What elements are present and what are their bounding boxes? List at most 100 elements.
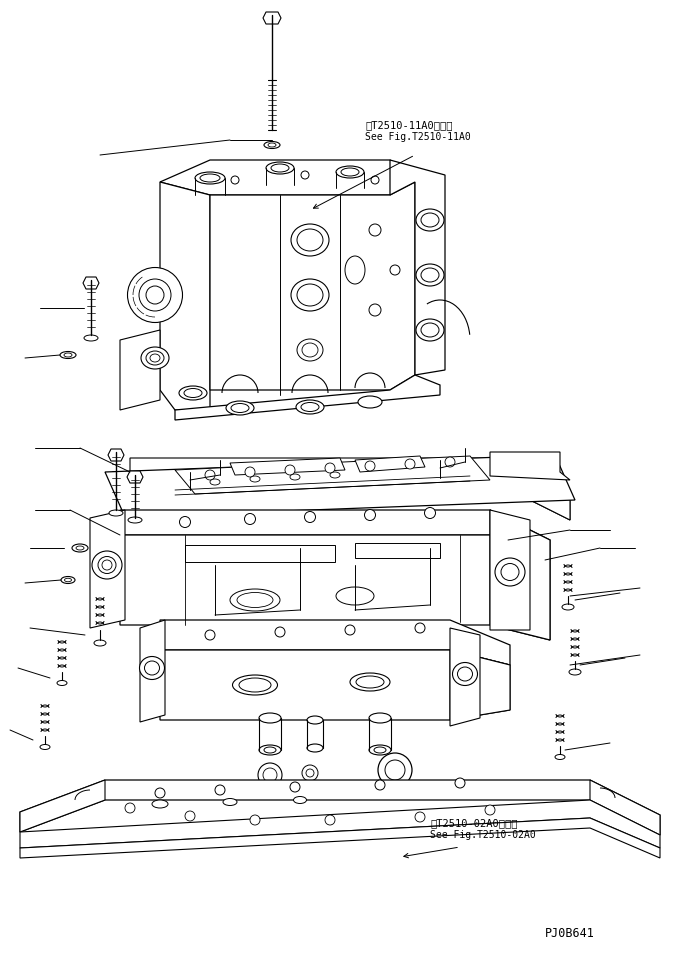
Ellipse shape — [84, 335, 98, 341]
Circle shape — [378, 753, 412, 787]
Ellipse shape — [297, 339, 323, 361]
Polygon shape — [108, 449, 124, 461]
Ellipse shape — [139, 656, 164, 679]
Polygon shape — [490, 458, 570, 520]
Ellipse shape — [297, 229, 323, 251]
Ellipse shape — [152, 800, 168, 808]
Ellipse shape — [356, 676, 384, 688]
Ellipse shape — [232, 675, 278, 695]
Circle shape — [390, 265, 400, 275]
Ellipse shape — [291, 279, 329, 311]
Ellipse shape — [290, 474, 300, 480]
Circle shape — [325, 463, 335, 473]
Circle shape — [365, 510, 376, 520]
Ellipse shape — [369, 745, 391, 755]
Circle shape — [415, 623, 425, 633]
Ellipse shape — [421, 323, 439, 337]
Circle shape — [290, 782, 300, 792]
Ellipse shape — [65, 579, 72, 582]
Circle shape — [415, 812, 425, 822]
Ellipse shape — [146, 286, 164, 304]
Ellipse shape — [341, 168, 359, 176]
Polygon shape — [450, 650, 510, 720]
Ellipse shape — [421, 213, 439, 227]
Circle shape — [180, 516, 191, 528]
Ellipse shape — [301, 402, 319, 412]
Ellipse shape — [369, 713, 391, 723]
Ellipse shape — [350, 673, 390, 691]
Ellipse shape — [150, 354, 160, 362]
Circle shape — [425, 508, 436, 518]
Circle shape — [185, 811, 195, 821]
Ellipse shape — [297, 284, 323, 306]
Circle shape — [301, 171, 309, 179]
Polygon shape — [390, 160, 445, 375]
Circle shape — [371, 176, 379, 184]
Polygon shape — [355, 543, 440, 558]
Ellipse shape — [569, 669, 581, 675]
Ellipse shape — [374, 747, 386, 753]
Polygon shape — [120, 330, 160, 410]
Ellipse shape — [210, 479, 220, 485]
Ellipse shape — [307, 716, 323, 724]
Polygon shape — [20, 818, 660, 858]
Polygon shape — [490, 510, 530, 630]
Circle shape — [405, 459, 415, 469]
Ellipse shape — [92, 551, 122, 579]
Circle shape — [205, 470, 215, 480]
Ellipse shape — [291, 224, 329, 256]
Circle shape — [369, 224, 381, 236]
Ellipse shape — [330, 472, 340, 478]
Polygon shape — [90, 510, 125, 628]
Ellipse shape — [61, 577, 75, 583]
Ellipse shape — [102, 560, 112, 570]
Ellipse shape — [421, 268, 439, 282]
Ellipse shape — [259, 713, 281, 723]
Circle shape — [155, 788, 165, 798]
Polygon shape — [490, 510, 550, 640]
Polygon shape — [160, 182, 210, 410]
Ellipse shape — [237, 592, 273, 607]
Circle shape — [369, 304, 381, 316]
Polygon shape — [160, 620, 510, 665]
Ellipse shape — [145, 661, 159, 675]
Text: 第T2510-11A0図参照: 第T2510-11A0図参照 — [365, 120, 452, 130]
Ellipse shape — [184, 389, 202, 398]
Ellipse shape — [231, 403, 249, 413]
Ellipse shape — [60, 352, 76, 358]
Polygon shape — [175, 456, 490, 494]
Ellipse shape — [268, 143, 276, 147]
Ellipse shape — [495, 558, 525, 586]
Circle shape — [205, 630, 215, 640]
Ellipse shape — [562, 604, 574, 610]
Circle shape — [375, 780, 385, 790]
Ellipse shape — [200, 174, 220, 182]
Ellipse shape — [179, 386, 207, 400]
Ellipse shape — [195, 172, 225, 184]
Ellipse shape — [230, 589, 280, 611]
Ellipse shape — [296, 400, 324, 414]
Ellipse shape — [223, 799, 237, 806]
Circle shape — [455, 778, 465, 788]
Polygon shape — [83, 277, 99, 289]
Text: See Fig.T2510-02A0: See Fig.T2510-02A0 — [430, 830, 536, 840]
Circle shape — [244, 513, 255, 524]
Ellipse shape — [416, 319, 444, 341]
Ellipse shape — [266, 162, 294, 174]
Ellipse shape — [64, 353, 72, 357]
Polygon shape — [20, 780, 660, 835]
Circle shape — [231, 176, 239, 184]
Polygon shape — [105, 455, 575, 517]
Ellipse shape — [72, 544, 88, 552]
Ellipse shape — [302, 343, 318, 357]
Polygon shape — [130, 458, 570, 520]
Ellipse shape — [358, 396, 382, 408]
Polygon shape — [175, 375, 440, 420]
Polygon shape — [490, 452, 570, 480]
Polygon shape — [160, 650, 510, 720]
Circle shape — [305, 512, 315, 522]
Ellipse shape — [76, 546, 84, 550]
Polygon shape — [120, 510, 550, 560]
Text: 第T2510-02A0図参照: 第T2510-02A0図参照 — [430, 818, 518, 828]
Ellipse shape — [141, 347, 169, 369]
